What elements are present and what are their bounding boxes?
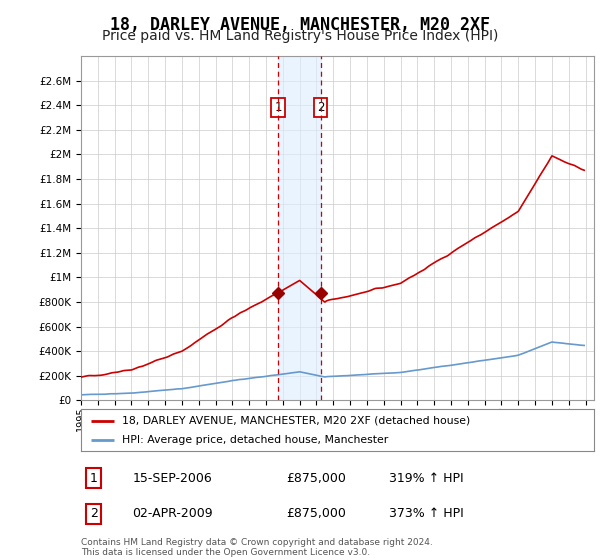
Text: 2: 2 bbox=[317, 101, 325, 114]
Text: 02-APR-2009: 02-APR-2009 bbox=[133, 507, 213, 520]
Text: HPI: Average price, detached house, Manchester: HPI: Average price, detached house, Manc… bbox=[122, 435, 388, 445]
Text: £875,000: £875,000 bbox=[286, 472, 346, 484]
Text: 18, DARLEY AVENUE, MANCHESTER, M20 2XF: 18, DARLEY AVENUE, MANCHESTER, M20 2XF bbox=[110, 16, 490, 34]
Text: 2: 2 bbox=[90, 507, 98, 520]
Text: 1: 1 bbox=[90, 472, 98, 484]
Text: Contains HM Land Registry data © Crown copyright and database right 2024.
This d: Contains HM Land Registry data © Crown c… bbox=[81, 538, 433, 557]
Text: 18, DARLEY AVENUE, MANCHESTER, M20 2XF (detached house): 18, DARLEY AVENUE, MANCHESTER, M20 2XF (… bbox=[122, 416, 470, 426]
Bar bbox=[278, 56, 320, 400]
Text: 15-SEP-2006: 15-SEP-2006 bbox=[133, 472, 212, 484]
Text: £875,000: £875,000 bbox=[286, 507, 346, 520]
Text: Price paid vs. HM Land Registry's House Price Index (HPI): Price paid vs. HM Land Registry's House … bbox=[102, 29, 498, 43]
Text: 373% ↑ HPI: 373% ↑ HPI bbox=[389, 507, 464, 520]
Text: 319% ↑ HPI: 319% ↑ HPI bbox=[389, 472, 463, 484]
Text: 1: 1 bbox=[274, 101, 281, 114]
